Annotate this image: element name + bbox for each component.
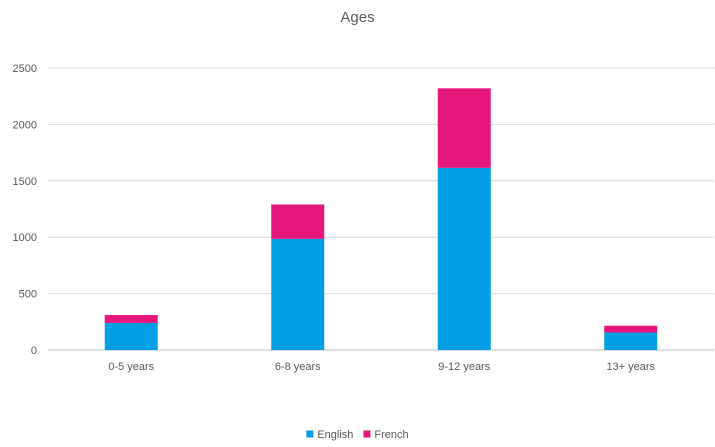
legend-swatch-english [306,430,314,438]
bar-french-4 [604,325,658,333]
y-tick-label: 500 [19,289,37,301]
bar-english-3 [437,167,491,350]
legend-label-french: French [374,429,408,441]
y-tick-label: 2500 [13,63,37,75]
y-tick-label: 1000 [13,232,37,244]
x-tick-label: 6-8 years [275,361,321,373]
y-axis-tick-labels: 0 500 1000 1500 2000 2500 [13,63,37,357]
legend-swatch-french [363,430,371,438]
bar-english-4 [604,332,658,350]
y-tick-label: 2000 [13,119,37,131]
x-axis-tick-labels: 0-5 years 6-8 years 9-12 years 13+ years [108,361,655,373]
gridlines [48,67,714,351]
bar-french-1 [104,315,158,323]
y-tick-label: 1500 [13,176,37,188]
bar-french-3 [437,88,491,168]
y-tick-label: 0 [31,345,37,357]
x-tick-label: 0-5 years [108,361,154,373]
legend: English French [306,429,409,441]
chart-title: Ages [340,9,374,26]
x-tick-label: 9-12 years [438,361,490,373]
bar-english-2 [271,238,325,350]
x-tick-label: 13+ years [606,361,655,373]
bar-french-2 [271,204,325,239]
bar-english-1 [104,322,158,350]
legend-label-english: English [317,429,353,441]
bars [104,88,658,350]
